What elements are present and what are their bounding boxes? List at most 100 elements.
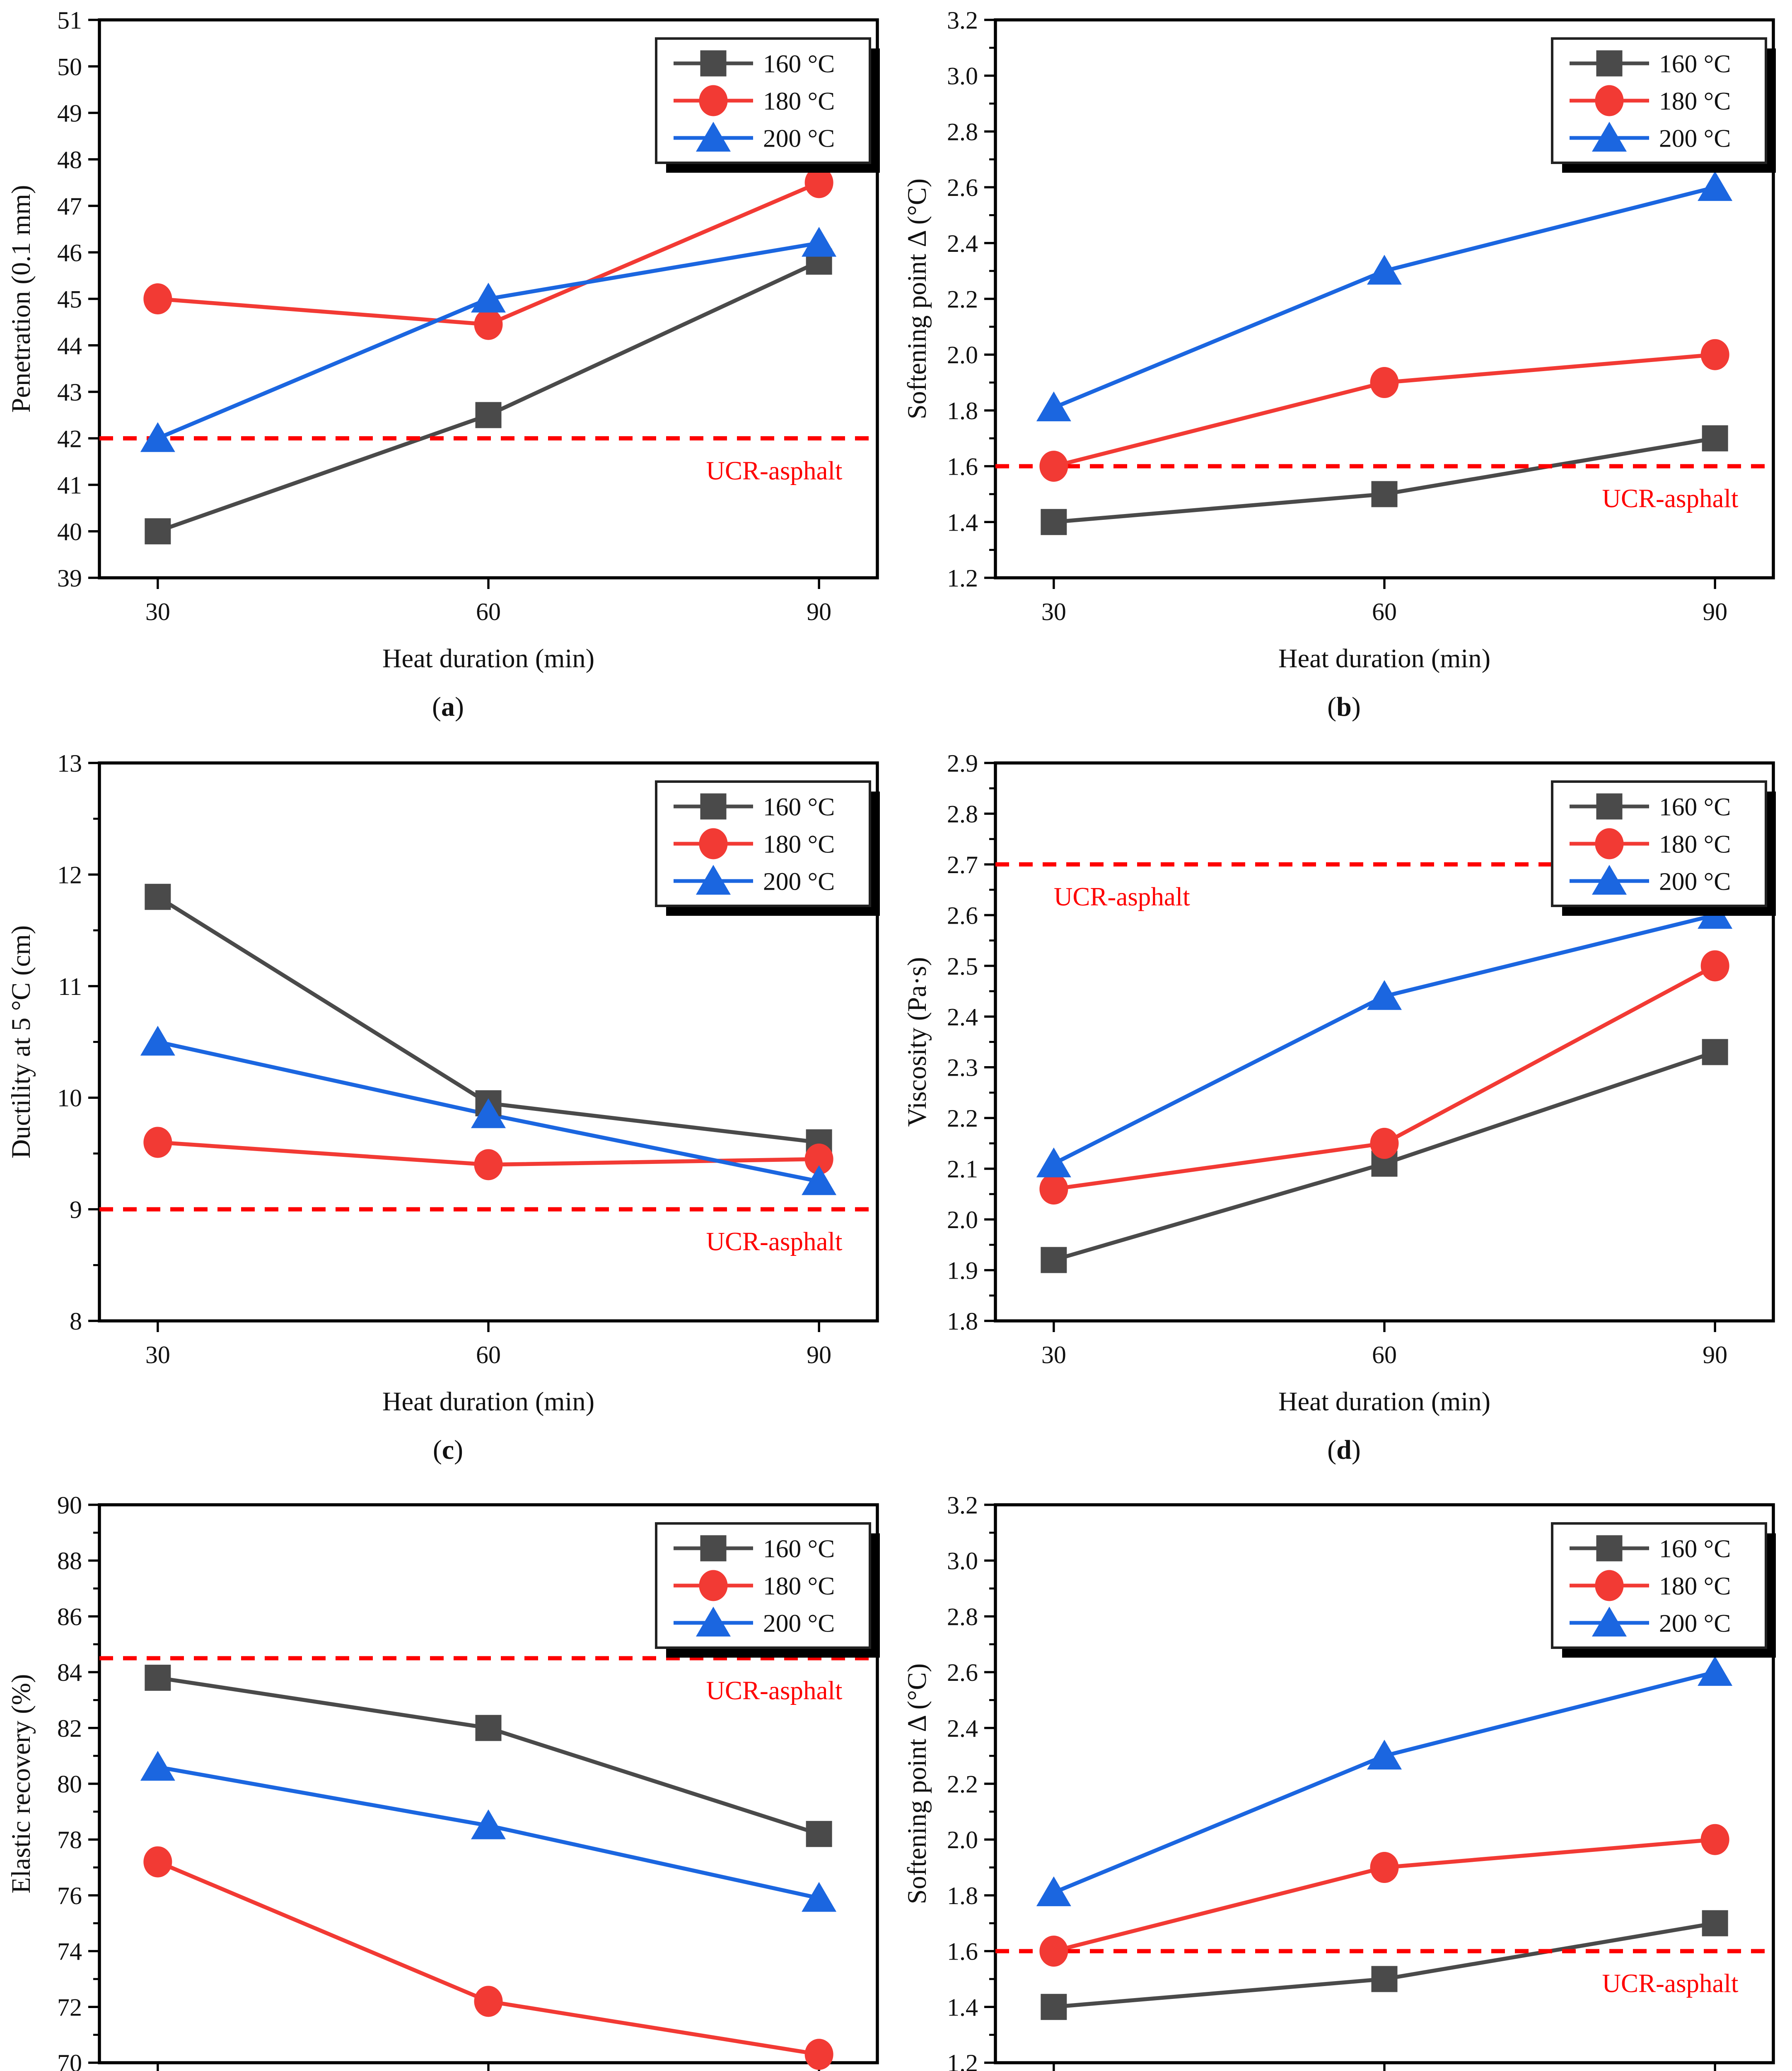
y-tick-label: 2.7 <box>947 851 978 878</box>
y-tick-label: 2.4 <box>947 1003 978 1030</box>
data-point-triangle <box>1367 1740 1402 1770</box>
data-point-square <box>1041 1994 1067 2020</box>
data-point-triangle <box>802 227 837 257</box>
x-axis-title: Heat duration (min) <box>382 644 594 673</box>
y-axis-title: Softening point Δ (°C) <box>902 1664 932 1904</box>
x-tick-label: 60 <box>1372 598 1397 625</box>
data-point-circle <box>1370 367 1399 398</box>
y-tick-label: 2.4 <box>947 1715 978 1743</box>
legend-label: 200 °C <box>763 867 835 895</box>
y-tick-label: 41 <box>57 472 82 499</box>
chart-panel-d: 1.8 1.9 2.0 2.1 2.2 2.3 2.4 2.5 2.6 2.7 2.8 2.9 30 60… <box>902 749 1776 1416</box>
data-point-circle <box>1700 1824 1729 1856</box>
data-point-square <box>475 1715 502 1742</box>
y-tick-label: 49 <box>57 100 82 127</box>
legend-marker-triangle <box>696 864 731 894</box>
data-point-square <box>1371 1966 1398 1993</box>
legend-marker-triangle <box>696 1607 731 1637</box>
y-tick-label: 80 <box>57 1771 82 1798</box>
legend-marker-triangle <box>1592 1607 1627 1637</box>
legend-label: 200 °C <box>763 1610 835 1638</box>
x-tick-label: 60 <box>1372 1341 1397 1368</box>
panel-caption-a: (a) <box>432 691 464 722</box>
legend-marker-square <box>700 50 727 77</box>
y-tick-label: 1.2 <box>947 565 978 592</box>
data-point-square <box>145 1665 171 1692</box>
legend-marker-circle <box>1595 85 1624 116</box>
y-tick-label: 3.2 <box>947 1492 978 1519</box>
data-point-triangle <box>140 1025 175 1055</box>
legend-marker-square <box>700 793 727 819</box>
legend-label: 160 °C <box>1659 1535 1731 1563</box>
y-tick-label: 2.8 <box>947 1603 978 1631</box>
y-tick-label: 3.0 <box>947 63 978 90</box>
panel-caption-d: (d) <box>1327 1433 1361 1465</box>
data-point-circle <box>1700 339 1729 370</box>
y-tick-label: 2.2 <box>947 1104 978 1132</box>
x-tick-label: 30 <box>1041 598 1066 625</box>
data-point-triangle <box>140 1751 175 1781</box>
y-tick-label: 88 <box>57 1548 82 1575</box>
figure-panel-a: 39 40 41 42 43 44 45 46 47 48 49 50 51 30 60 90 Penetrat… <box>0 0 896 743</box>
figure-panel-c: 8 9 10 11 12 13 30 60 90 Ductility at 5 °C (cm) He… <box>0 743 896 1485</box>
legend-label: 200 °C <box>1659 867 1731 895</box>
y-tick-label: 3.0 <box>947 1548 978 1575</box>
legend-marker-triangle <box>696 122 731 152</box>
y-tick-label: 90 <box>57 1492 82 1519</box>
data-point-circle <box>804 167 833 198</box>
legend-label: 200 °C <box>1659 125 1731 153</box>
y-tick-label: 47 <box>57 193 82 220</box>
legend-marker-triangle <box>1592 122 1627 152</box>
data-point-triangle <box>140 422 175 452</box>
y-tick-label: 2.6 <box>947 174 978 201</box>
data-point-circle <box>1039 1936 1068 1967</box>
x-tick-label: 30 <box>145 1341 170 1368</box>
y-tick-label: 2.9 <box>947 749 978 777</box>
x-tick-label: 90 <box>807 598 831 625</box>
data-point-triangle <box>1036 391 1071 422</box>
y-tick-label: 8 <box>70 1307 82 1335</box>
reference-label: UCR-asphalt <box>1602 484 1739 513</box>
y-tick-label: 72 <box>57 1994 82 2021</box>
y-tick-label: 3.2 <box>947 7 978 34</box>
data-point-triangle <box>471 282 506 313</box>
legend-marker-circle <box>699 1570 728 1602</box>
data-point-square <box>1041 509 1067 535</box>
y-axis-title: Ductility at 5 °C (cm) <box>6 925 36 1158</box>
y-tick-label: 9 <box>70 1196 82 1223</box>
y-tick-label: 1.4 <box>947 1994 978 2021</box>
legend-label: 200 °C <box>763 125 835 153</box>
legend-label: 180 °C <box>763 830 835 858</box>
data-point-circle <box>143 1126 172 1158</box>
data-point-triangle <box>1367 980 1402 1010</box>
y-axis-title: Penetration (0.1 mm) <box>6 185 36 413</box>
y-tick-label: 10 <box>57 1084 82 1111</box>
y-tick-label: 86 <box>57 1603 82 1631</box>
y-tick-label: 74 <box>57 1938 82 1966</box>
data-point-circle <box>1370 1852 1399 1883</box>
x-axis-title: Heat duration (min) <box>382 1386 594 1416</box>
legend-label: 160 °C <box>763 1535 835 1563</box>
y-tick-label: 2.8 <box>947 118 978 145</box>
legend-marker-circle <box>699 828 728 859</box>
y-tick-label: 70 <box>57 2050 82 2071</box>
x-tick-label: 30 <box>145 598 170 625</box>
data-point-circle <box>804 2039 833 2071</box>
data-point-triangle <box>802 1882 837 1912</box>
x-tick-label: 30 <box>1041 1341 1066 1368</box>
data-point-circle <box>143 283 172 314</box>
legend-marker-circle <box>1595 828 1624 859</box>
data-point-circle <box>474 1149 503 1180</box>
y-tick-label: 2.6 <box>947 1659 978 1687</box>
reference-label: UCR-asphalt <box>706 1227 843 1256</box>
y-tick-label: 1.2 <box>947 2050 978 2071</box>
x-axis-title: Heat duration (min) <box>1278 1386 1490 1416</box>
y-tick-label: 43 <box>57 379 82 406</box>
y-tick-label: 2.0 <box>947 1206 978 1233</box>
legend-label: 160 °C <box>763 792 835 821</box>
x-tick-label: 90 <box>1703 1341 1727 1368</box>
legend-marker-circle <box>1595 1570 1624 1602</box>
data-point-square <box>806 1821 832 1848</box>
y-tick-label: 82 <box>57 1715 82 1743</box>
y-tick-label: 1.8 <box>947 1883 978 1910</box>
